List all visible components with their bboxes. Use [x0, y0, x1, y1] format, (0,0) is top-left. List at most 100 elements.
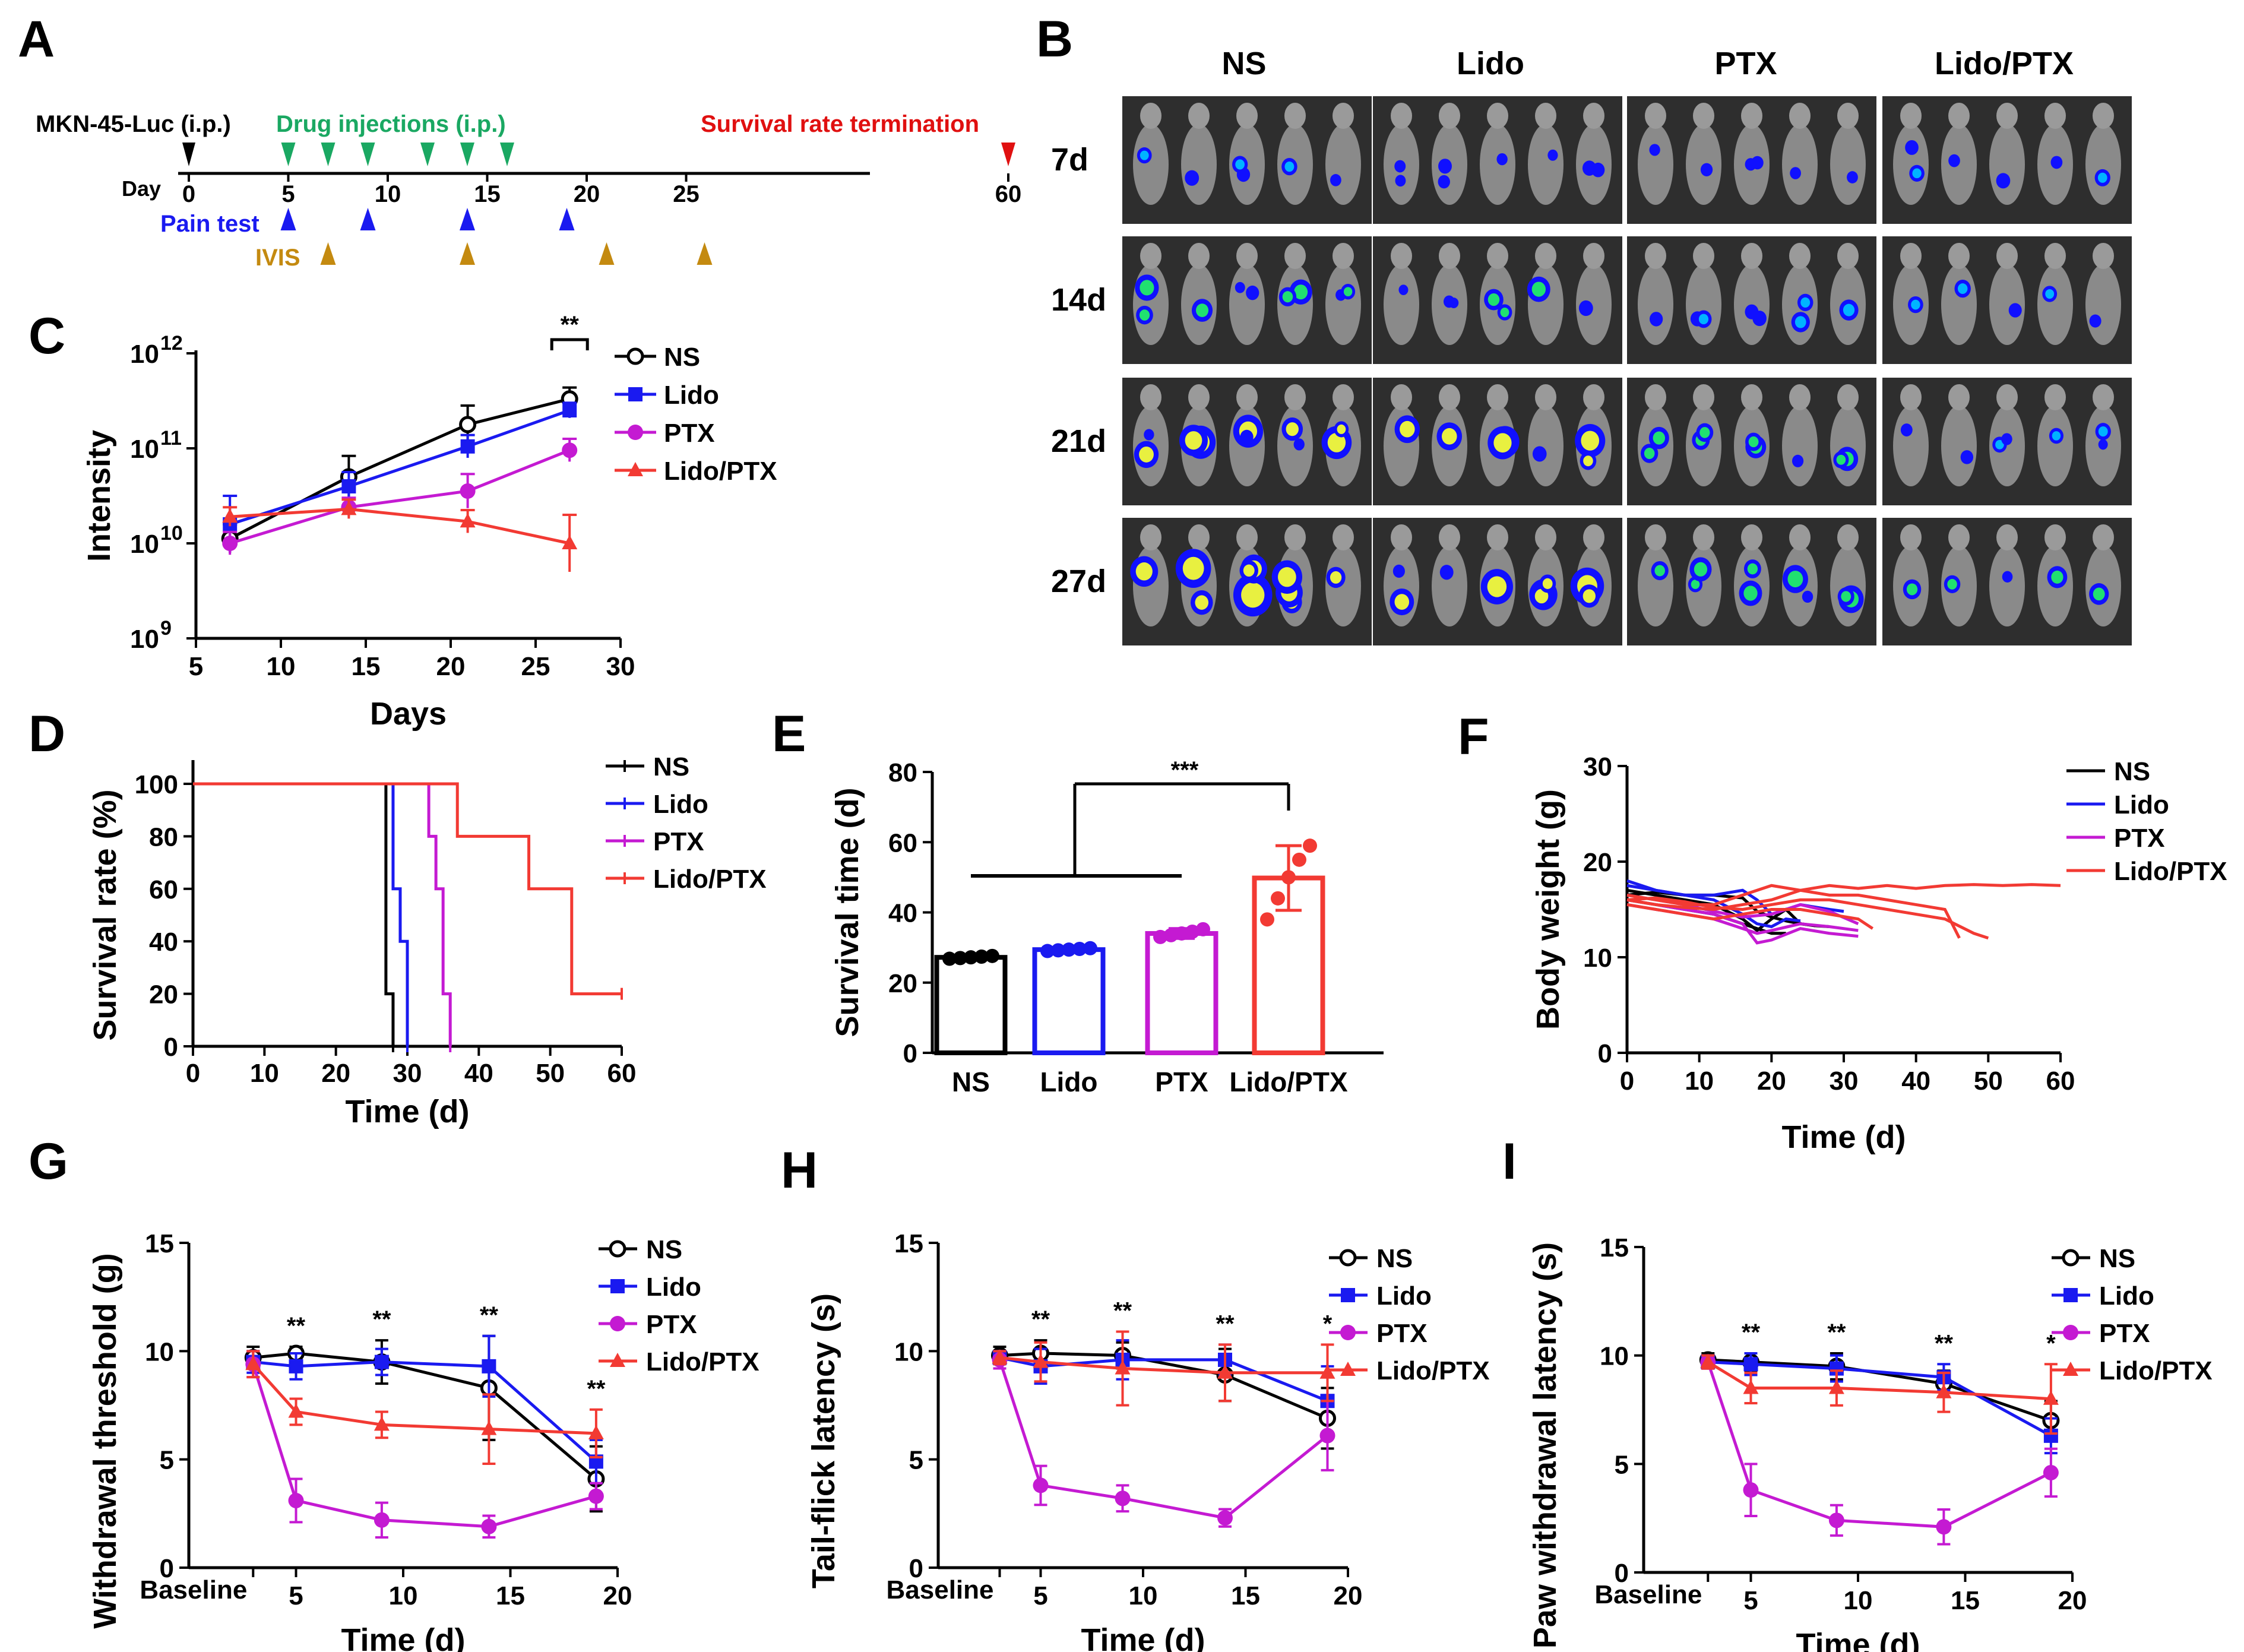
i-point-ptx: [2043, 1464, 2059, 1480]
h-ytick-label: 10: [894, 1337, 923, 1366]
mouse-head: [1789, 243, 1811, 269]
panel-letter-h: H: [781, 1142, 818, 1199]
mouse-head: [1948, 103, 1970, 129]
c-legend-marker: [628, 425, 643, 440]
d-ytick-label: 40: [149, 928, 178, 957]
g-sig-label: **: [480, 1302, 499, 1328]
mouse-head: [2044, 243, 2066, 269]
c-ytick-exp: 11: [160, 427, 182, 450]
c-ytick-base: 10: [130, 340, 159, 369]
mouse-head: [1487, 524, 1508, 550]
c-point-ptx: [460, 483, 476, 499]
panel-letter-d: D: [29, 705, 65, 762]
i-legend-marker: [2063, 1288, 2078, 1302]
imaging-cell: [1627, 378, 1876, 505]
signal-blob: [1905, 140, 1919, 155]
signal-blob: [1398, 284, 1409, 295]
c-point-ptx: [562, 442, 578, 458]
c-point-lido: [460, 439, 475, 454]
c-point-lido-ptx: [222, 508, 238, 523]
signal-blob-core: [1911, 299, 1920, 310]
e-point: [1185, 925, 1199, 939]
signal-blob: [2001, 433, 2012, 445]
g-xtick-label: 20: [603, 1581, 632, 1610]
h-point-lido-ptx: [1115, 1360, 1131, 1375]
mouse-head: [1391, 524, 1412, 550]
e-bar-lido: [1032, 947, 1106, 1055]
i-point-ptx: [1828, 1512, 1844, 1528]
e-xtick-label: NS: [952, 1066, 990, 1097]
h-sig-label: **: [1113, 1298, 1132, 1324]
mouse-head: [1333, 524, 1354, 550]
c-point-ptx: [222, 536, 238, 551]
d-step-lido-ptx: [193, 782, 622, 996]
d-xtick-label: 0: [186, 1059, 200, 1088]
drug-injections-label: Drug injections (i.p.): [276, 111, 506, 137]
signal-blob: [1751, 156, 1764, 170]
g-legend-lido-ptx: Lido/PTX: [646, 1347, 759, 1376]
e-xtick-label: Lido: [1040, 1066, 1097, 1097]
imaging-cell: [1373, 378, 1622, 505]
signal-blob: [1449, 298, 1459, 309]
g-xtick-label: Baseline: [140, 1575, 247, 1604]
mouse-head: [1996, 524, 2018, 550]
h-xtick-label: 5: [1033, 1581, 1047, 1610]
imaging-row-27d: 27d: [1051, 564, 1106, 599]
mouse-head: [1789, 103, 1811, 129]
i-ylabel: Paw withdrawal latency (s): [1527, 1242, 1563, 1648]
mouse-head: [1535, 384, 1556, 410]
mouse-head: [1645, 103, 1666, 129]
mouse-head: [1996, 384, 2018, 410]
h-point-ptx: [1033, 1477, 1049, 1493]
imaging-cell: [1882, 236, 2132, 364]
signal-blob-core: [2093, 587, 2105, 601]
d-step-ns: [193, 782, 395, 1046]
mouse-head: [1487, 384, 1508, 410]
g-point-lido: [482, 1359, 496, 1373]
mouse-body: [1325, 124, 1361, 205]
drug-arrow: [420, 143, 435, 166]
signal-blob-core: [1531, 281, 1546, 297]
signal-blob-core: [2045, 289, 2055, 299]
h-ytick-label: 15: [894, 1229, 923, 1258]
d-ytick-label: 100: [135, 770, 178, 799]
f-xtick-label: 40: [1901, 1066, 1930, 1096]
mouse-head: [1188, 524, 1210, 550]
mouse-body: [2085, 124, 2121, 205]
mouse-body: [1830, 124, 1866, 205]
signal-blob: [1649, 312, 1663, 327]
signal-blob-core: [1800, 297, 1811, 308]
c-xtick-label: 15: [352, 652, 381, 681]
mouse-head: [1284, 524, 1306, 550]
mouse-body: [1480, 124, 1515, 205]
d-legend-lido-ptx: Lido/PTX: [653, 865, 767, 894]
g-xtick-label: 15: [496, 1581, 525, 1610]
chart-h: Baseline 5 10 15 20 0 5 10 15 Time (d) Tail-flick …: [806, 1229, 1490, 1652]
mouse-head: [1996, 243, 2018, 269]
mouse-body: [1384, 264, 1419, 345]
mouse-head: [1140, 524, 1161, 550]
mouse-head: [1693, 384, 1714, 410]
pain-test-label: Pain test: [160, 211, 259, 237]
signal-blob-core: [1139, 309, 1150, 321]
ivis-arrow: [320, 242, 336, 265]
g-sig-label: **: [287, 1313, 306, 1339]
imaging-col-lido: Lido: [1457, 46, 1524, 81]
mouse-body: [1893, 406, 1929, 486]
termination-label: Survival rate termination: [701, 111, 979, 137]
chart-d: 0 10 20 30 40 50 60 0 20 40 60 80 100 Time (d) Surviva…: [87, 752, 767, 1129]
signal-blob-core: [1493, 433, 1512, 453]
mouse-body: [1782, 406, 1818, 486]
d-ytick-label: 80: [149, 822, 178, 852]
f-legend-lido-ptx: Lido/PTX: [2114, 857, 2227, 886]
mouse-body: [1989, 264, 2025, 345]
timeline-tick-label: 5: [281, 181, 295, 207]
g-point-ptx: [481, 1518, 497, 1534]
h-ytick-label: 0: [909, 1554, 923, 1583]
signal-blob: [1591, 162, 1605, 178]
imaging-cell: [1627, 96, 1876, 224]
i-legend-lido: Lido: [2099, 1281, 2154, 1311]
mouse-body: [1830, 406, 1866, 486]
h-legend-lido-ptx: Lido/PTX: [1376, 1356, 1490, 1385]
